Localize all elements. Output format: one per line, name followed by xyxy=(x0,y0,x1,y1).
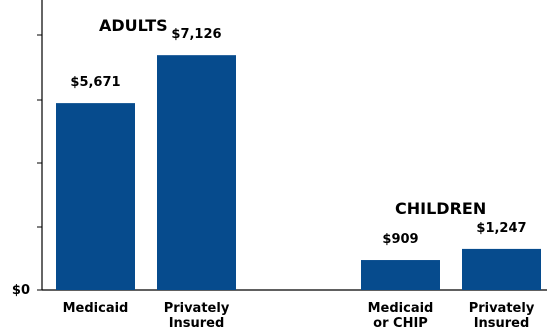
bar-value-label: $909 xyxy=(382,232,418,247)
category-label: Privately xyxy=(164,301,230,316)
bar-value-label: $7,126 xyxy=(171,27,221,42)
bar xyxy=(462,248,541,290)
y-ticks: $0 xyxy=(12,34,42,298)
category-label: Insured xyxy=(474,316,530,331)
category-label: Medicaid xyxy=(368,301,434,316)
labels-layer: ADULTS$5,671Medicaid$7,126PrivatelyInsur… xyxy=(63,16,535,331)
category-label: Medicaid xyxy=(63,301,129,316)
bar xyxy=(361,260,440,290)
group-title: CHILDREN xyxy=(395,199,486,218)
category-label: or CHIP xyxy=(373,316,428,331)
bar xyxy=(56,103,135,290)
category-label: Privately xyxy=(469,301,535,316)
y-tick-label: $0 xyxy=(12,283,30,298)
bar xyxy=(157,55,236,290)
category-label: Insured xyxy=(169,316,225,331)
bar-value-label: $1,247 xyxy=(476,221,526,236)
bars-layer xyxy=(56,55,541,290)
bar-value-label: $5,671 xyxy=(70,75,120,90)
group-title: ADULTS xyxy=(99,16,168,35)
